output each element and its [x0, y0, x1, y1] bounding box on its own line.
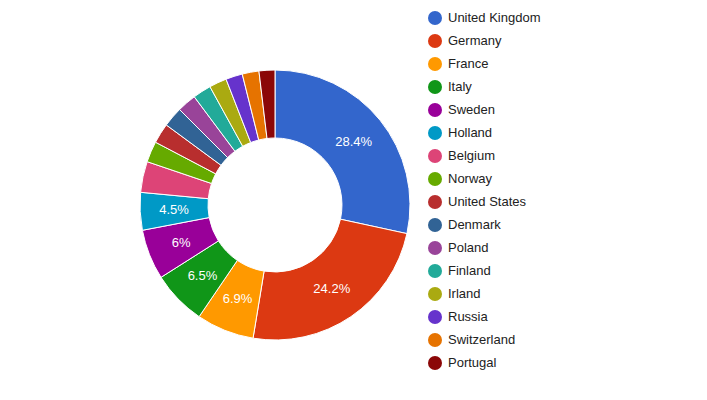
html-text:France: France: [448, 56, 489, 71]
html-text:Poland: Poland: [448, 240, 489, 255]
html-text:Finland: Finland: [448, 263, 491, 278]
svg-text:28.4%: 28.4%: [335, 134, 372, 149]
svg-text:4.5%: 4.5%: [159, 202, 189, 217]
svg-text:6.9%: 6.9%: [223, 291, 253, 306]
html-text:Belgium: Belgium: [448, 148, 495, 163]
html-text:Irland: Irland: [448, 286, 481, 301]
html-text:Portugal: Portugal: [448, 355, 497, 370]
html-text:United Kingdom: United Kingdom: [448, 10, 541, 25]
html-text:Denmark: Denmark: [448, 217, 501, 232]
svg-text:6%: 6%: [172, 235, 191, 250]
html-text:United States: United States: [448, 194, 526, 209]
html-text:Norway: Norway: [448, 171, 493, 186]
html-text:Switzerland: Switzerland: [448, 332, 516, 347]
svg-text:6.5%: 6.5%: [188, 268, 218, 283]
html-text:Sweden: Sweden: [448, 102, 495, 117]
html-text:Holland: Holland: [448, 125, 493, 140]
svg-text:24.2%: 24.2%: [313, 281, 350, 296]
html-text:Germany: Germany: [448, 33, 502, 48]
html-text:Italy: Italy: [448, 79, 472, 94]
html-text:Russia: Russia: [448, 309, 488, 324]
